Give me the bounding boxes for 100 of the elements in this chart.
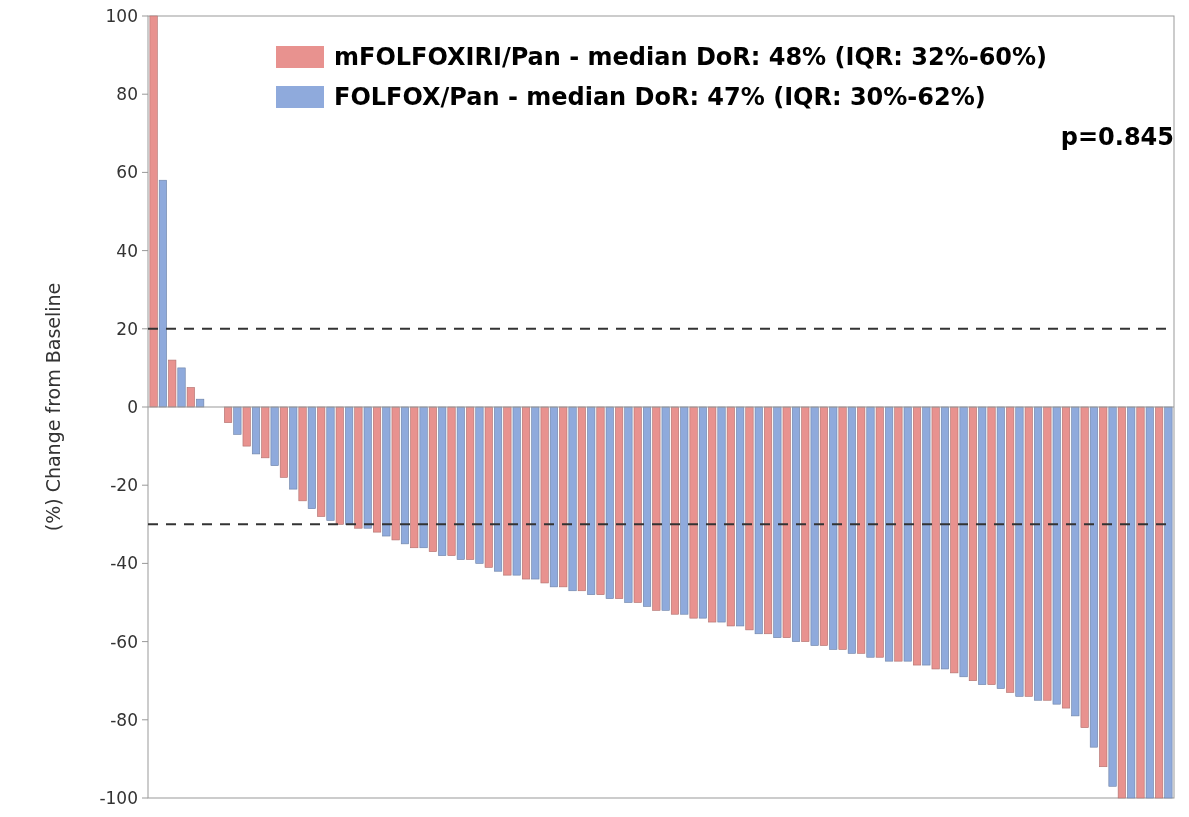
bar [373,406,382,533]
bar [559,406,568,588]
bar [494,406,503,572]
bar [866,406,875,658]
bar [996,406,1005,689]
bar [791,406,801,642]
y-tick-label: -80 [110,709,138,730]
bar [931,406,940,670]
bar [568,406,577,592]
bar [1006,406,1015,693]
legend-label: FOLFOX/Pan - median DoR: 47% (IQR: 30%-62%) [334,83,986,112]
bar [400,406,409,545]
bar [587,406,596,595]
bar [913,406,922,666]
bar [168,359,177,408]
bar [624,406,633,603]
bar [224,406,233,423]
bar [475,406,484,564]
bar [773,406,782,638]
bar [810,406,819,646]
bar [1099,406,1108,768]
bar [680,406,689,615]
bar [1117,406,1126,799]
bar [633,406,642,603]
bar [708,406,717,623]
bar [345,406,354,525]
bar [717,406,726,623]
bar [307,406,316,509]
bar [335,406,344,525]
annotation: p=0.845 [1060,123,1174,152]
bar [521,406,531,580]
bar [410,406,419,549]
y-tick-label: 20 [116,318,138,339]
bar [298,406,307,502]
bar [242,406,251,447]
bar [1015,406,1024,697]
bar [540,406,549,584]
y-tick-label: 40 [116,240,138,261]
bar [894,406,903,662]
bar [1024,406,1033,697]
bar [922,406,931,666]
bar [857,406,866,654]
bar [1080,406,1089,728]
bar [764,406,773,635]
bar [1071,406,1080,717]
bar [577,406,586,592]
bar [512,406,521,576]
bar [615,406,624,599]
bar [745,406,754,631]
bar [754,406,763,635]
y-tick-label: 80 [116,84,138,105]
bar [605,406,614,599]
bar [847,406,856,654]
bar [726,406,735,627]
bar [1034,406,1043,701]
bar [689,406,698,619]
bar [196,398,205,408]
bar [447,406,456,556]
bar [354,406,363,529]
bar [940,406,949,670]
bar [531,406,540,580]
y-tick-label: 60 [116,162,138,183]
bar [838,406,847,650]
bar [391,406,400,541]
bar [829,406,838,650]
bar [503,406,512,576]
bar [959,406,968,678]
bar [317,406,326,517]
bar [1164,406,1173,799]
bar [885,406,894,662]
bar [279,406,288,478]
bar [903,406,912,662]
bar [1052,406,1061,705]
bar [698,406,707,619]
bar [1108,406,1117,787]
y-tick-label: -20 [110,475,138,496]
bar [363,406,372,529]
y-tick-label: -40 [110,553,138,574]
bar [643,406,652,607]
bar [987,406,996,685]
y-axis-title: (%) Change from Baseline [42,282,64,532]
bar [819,406,828,646]
y-tick-label: 100 [105,5,138,26]
bar [326,406,335,521]
bar [289,406,298,490]
bar [177,367,186,408]
bar [801,406,810,642]
bar [950,406,959,674]
bar [438,406,447,556]
bar [419,406,428,549]
bar [1136,406,1145,799]
bar [736,406,745,627]
y-tick-label: -100 [99,787,138,808]
y-tick-label: -60 [110,631,138,652]
bar [782,406,791,638]
bar [158,179,167,408]
bar [382,406,391,537]
bar [484,406,493,568]
bar [661,406,670,611]
legend-label: mFOLFOXIRI/Pan - median DoR: 48% (IQR: 32%-60%) [334,43,1048,72]
